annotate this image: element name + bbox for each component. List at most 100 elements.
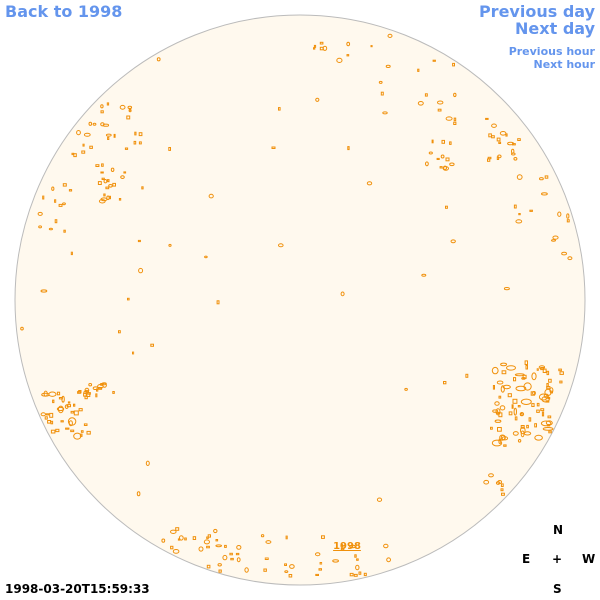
contour-mark [73,432,82,440]
contour-mark [110,167,115,173]
contour-mark [512,398,518,404]
contour-mark [42,195,45,200]
contour-mark [340,544,344,548]
compass-west-label: W [582,552,596,566]
contour-mark [207,534,211,538]
contour-mark [436,157,440,160]
contour-mark [502,384,511,390]
contour-mark [437,108,442,112]
contour-mark [120,175,125,180]
contour-mark [55,428,60,433]
contour-mark [501,492,505,496]
contour-mark [453,121,457,125]
contour-mark [95,393,98,398]
contour-mark [499,131,507,136]
contour-mark [428,151,433,155]
contour-mark [319,562,323,565]
contour-mark [112,182,117,187]
contour-mark [354,554,357,558]
contour-mark [499,405,506,411]
contour-mark [417,68,420,72]
contour-mark [566,213,570,219]
disk-year-link[interactable]: 1998 [333,541,361,552]
contour-mark [222,554,228,561]
contour-mark [421,273,427,277]
contour-mark [289,564,295,569]
contour-mark [73,403,76,407]
next-day-link[interactable]: Next day [515,19,595,38]
contour-mark [546,383,549,388]
contour-mark [524,360,528,365]
contour-mark [321,535,325,539]
contour-mark [521,377,526,380]
contour-mark [530,391,536,396]
contour-mark [103,179,108,184]
contour-mark [213,528,218,534]
contour-mark [538,365,546,370]
contour-mark [507,393,512,398]
contour-mark [20,326,24,331]
contour-mark [76,130,81,136]
contour-mark [156,57,161,62]
contour-mark [340,291,345,297]
contour-mark [541,192,548,196]
contour-mark [60,420,64,423]
contour-mark [51,186,55,191]
contour-mark [336,57,343,64]
contour-mark [449,141,452,145]
previous-day-link[interactable]: Previous day [478,2,595,21]
contour-mark [505,133,508,137]
contour-mark [105,133,112,137]
contour-mark [52,399,55,404]
contour-mark [86,430,91,435]
contour-mark [380,91,384,96]
contour-mark [128,109,132,113]
contour-mark [70,251,73,256]
contour-mark [507,141,515,146]
contour-mark [132,351,135,355]
contour-mark [56,391,61,396]
previous-hour-link[interactable]: Previous hour [508,45,595,58]
contour-mark [488,133,492,138]
contour-mark [498,395,502,399]
contour-mark [439,166,443,169]
contour-mark [103,193,106,197]
contour-mark [417,101,424,106]
contour-mark [88,383,93,387]
contour-mark [431,139,434,144]
contour-mark [263,568,267,572]
contour-mark [452,62,456,67]
contour-mark [340,547,345,551]
contour-mark [483,479,490,485]
contour-mark [511,152,516,156]
contour-mark [203,539,210,545]
contour-mark [49,412,54,418]
contour-mark [108,184,113,188]
contour-mark [513,407,517,416]
contour-mark [101,177,105,180]
contour-mark [100,122,105,127]
contour-mark [536,409,540,413]
contour-mark [170,545,174,550]
contour-mark [559,371,564,375]
next-hour-link[interactable]: Next hour [533,58,596,71]
contour-mark [106,102,110,106]
contour-mark [491,123,497,128]
back-to-year-link[interactable]: Back to 1998 [5,2,123,21]
contour-mark [78,408,83,412]
contour-mark [61,395,65,403]
contour-mark [547,415,552,419]
contour-mark [50,429,56,434]
compass-east-label: E [522,552,531,566]
contour-mark [512,431,519,436]
contour-mark [138,267,144,274]
contour-mark [544,175,549,179]
contour-mark [541,411,545,417]
contour-mark [404,387,408,391]
contour-mark [518,213,521,216]
contour-mark [70,429,75,433]
contour-mark [45,413,50,416]
contour-mark [540,420,552,427]
contour-mark [567,256,573,261]
contour-mark [485,117,489,120]
